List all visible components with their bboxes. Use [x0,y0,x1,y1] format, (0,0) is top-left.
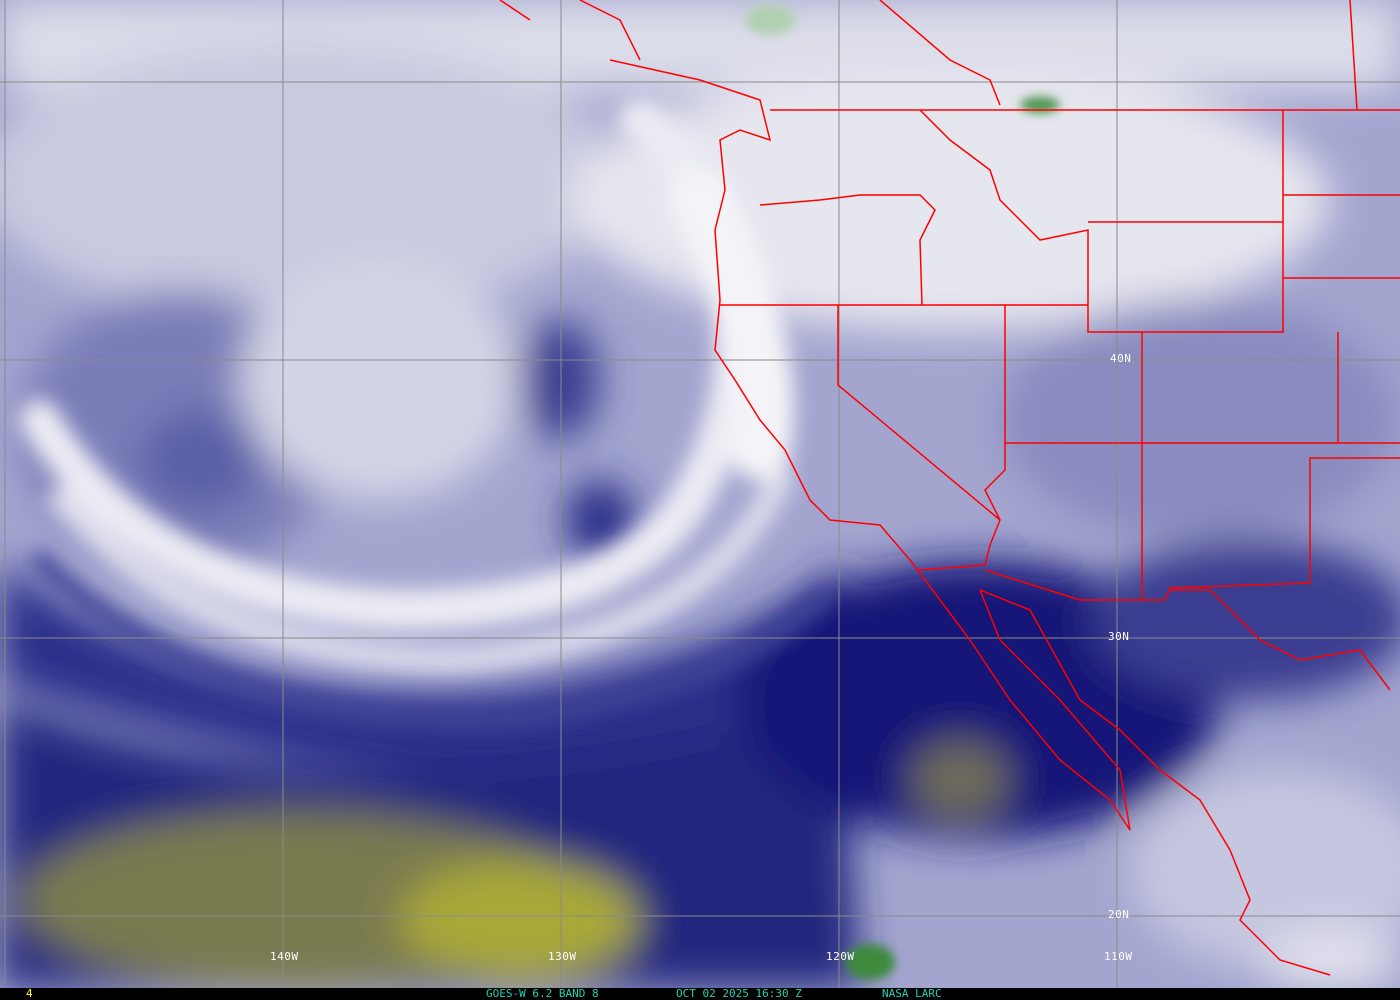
land-moist-areas [745,5,1060,980]
satellite-band: GOES-W 6.2 BAND 8 [486,987,599,1000]
lat-label-20n: 20N [1108,908,1130,921]
frame-number: 4 [26,987,33,1000]
lat-label-30n: 30N [1108,630,1130,643]
lon-label-140w: 140W [270,950,299,963]
political-boundaries [499,0,1400,976]
datetime: OCT 02 2025 16:30 Z [676,987,802,1000]
credit: NASA LARC [882,987,942,1000]
lon-label-120w: 120W [826,950,855,963]
status-bar: 4 GOES-W 6.2 BAND 8 OCT 02 2025 16:30 Z … [0,988,1400,1000]
lat-label-40n: 40N [1110,352,1132,365]
lon-label-110w: 110W [1104,950,1133,963]
lon-label-130w: 130W [548,950,577,963]
